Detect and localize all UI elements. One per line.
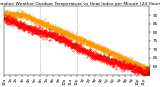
Title: Milwaukee Weather Outdoor Temperature vs Heat Index per Minute (24 Hours): Milwaukee Weather Outdoor Temperature vs…: [0, 2, 160, 6]
